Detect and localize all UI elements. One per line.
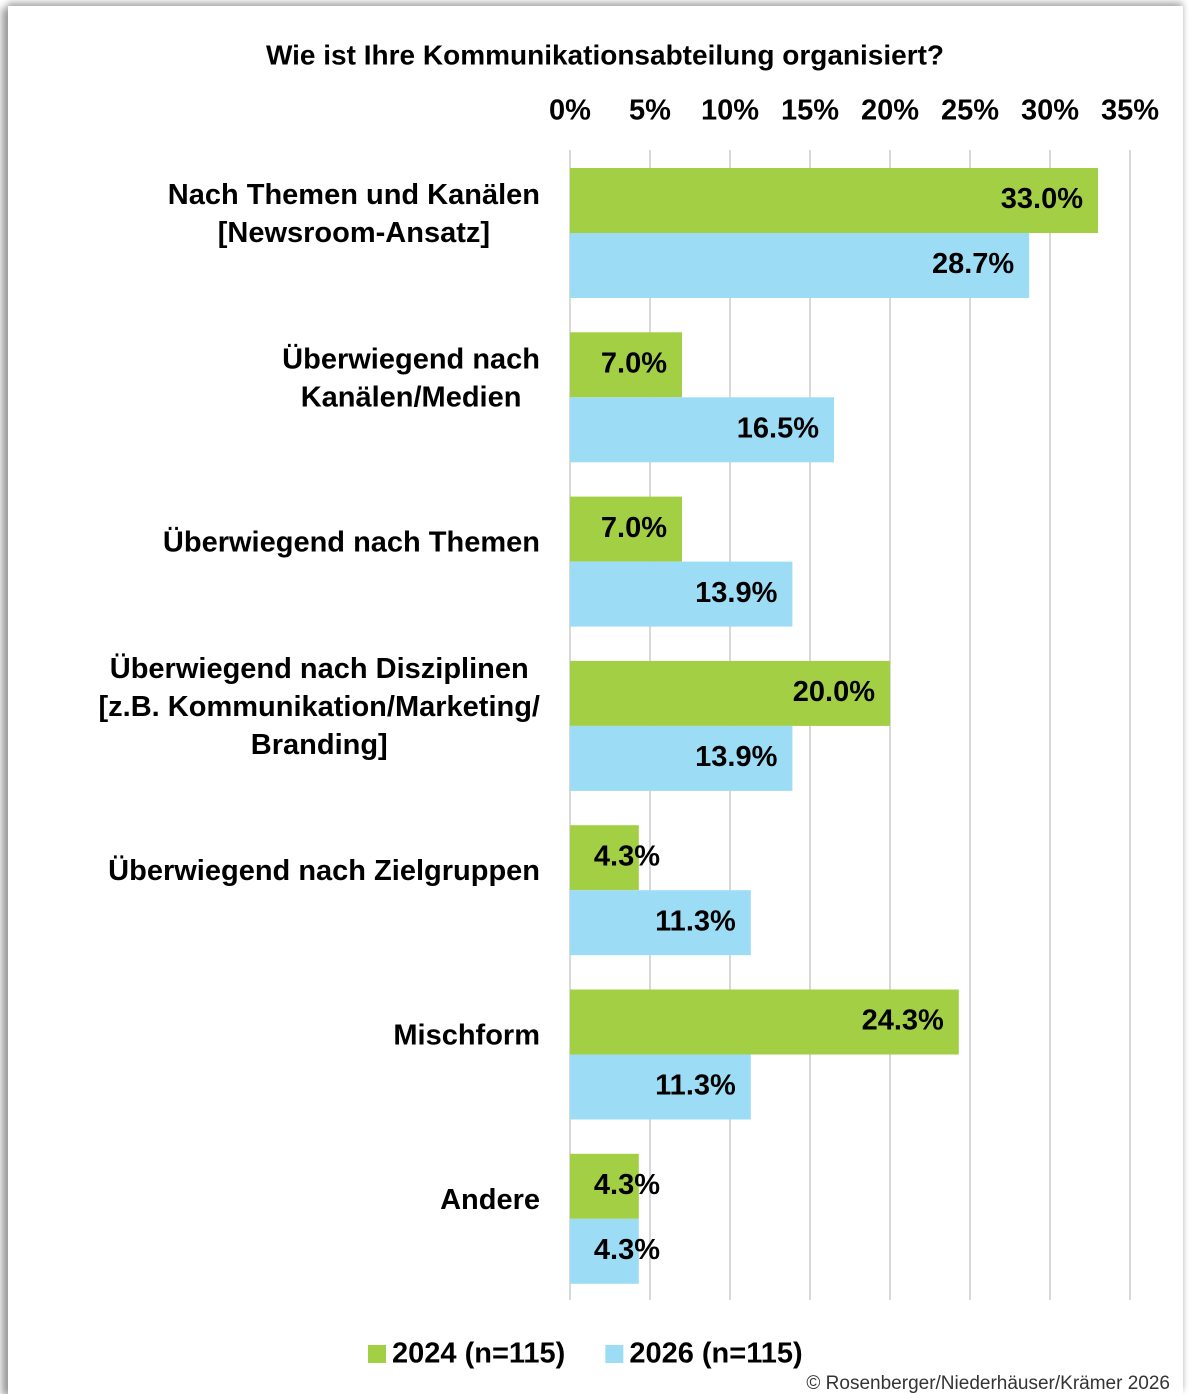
category-line: Kanälen/Medien: [301, 381, 522, 413]
bar: [570, 1218, 639, 1284]
value-label: 24.3%: [862, 1005, 944, 1037]
bar: [570, 561, 793, 627]
bar: [570, 660, 890, 726]
x-tick-label: 30%: [1021, 95, 1079, 127]
bar: [570, 168, 1098, 233]
x-tick-label: 25%: [941, 95, 999, 127]
category-label: Überwiegend nach Themen: [163, 525, 540, 558]
category-label: Andere: [440, 1183, 540, 1215]
x-tick-label: 35%: [1101, 95, 1159, 127]
category-label: Überwiegend nach Disziplinen [z.B. Kommun…: [99, 652, 540, 761]
category-label: Überwiegend nach Kanälen/Medien: [282, 342, 540, 413]
category-line: [Newsroom-Ansatz]: [218, 217, 490, 249]
bar: [570, 1153, 639, 1219]
category-line: Branding]: [251, 729, 388, 761]
value-label: 4.3%: [594, 1234, 660, 1266]
x-tick-label: 5%: [629, 95, 671, 127]
legend-label: 2024 (n=115): [392, 1338, 565, 1370]
category-label: Mischform: [393, 1019, 540, 1051]
category-line: Nach Themen und Kanälen: [168, 179, 540, 211]
bar: [570, 1054, 751, 1120]
category-label: Überwiegend nach Zielgruppen: [108, 854, 540, 887]
x-tick-label: 15%: [781, 95, 839, 127]
category-line: [z.B. Kommunikation/Marketing/: [99, 691, 540, 723]
value-label: 11.3%: [655, 1070, 736, 1102]
source: © Rosenberger/Niederhäuser/Krämer 2026: [806, 1373, 1170, 1394]
value-label: 13.9%: [695, 577, 777, 609]
bar: [570, 496, 682, 562]
bar: [570, 725, 793, 791]
value-label: 13.9%: [695, 741, 777, 773]
value-label: 11.3%: [655, 905, 736, 937]
legend-swatch: [368, 1345, 386, 1363]
category-label: Nach Themen und Kanälen [Newsroom-Ansatz]: [168, 179, 540, 249]
bar: [570, 825, 639, 891]
x-tick-label: 10%: [701, 95, 759, 127]
value-label: 33.0%: [1001, 183, 1083, 215]
value-label: 7.0%: [601, 347, 667, 379]
legend-swatch: [605, 1345, 624, 1363]
bar: [570, 233, 1030, 298]
value-label: 7.0%: [601, 512, 667, 544]
category-line: Überwiegend nach Themen: [163, 525, 540, 558]
x-tick-label: 0%: [549, 95, 591, 127]
bar: [570, 397, 834, 463]
category-line: Überwiegend nach Zielgruppen: [108, 854, 540, 887]
bar: [570, 332, 682, 398]
category-line: Mischform: [393, 1019, 540, 1051]
category-line: Überwiegend nach Disziplinen: [110, 652, 529, 685]
value-label: 16.5%: [737, 412, 819, 444]
category-line: Überwiegend nach: [282, 342, 540, 375]
value-label: 4.3%: [594, 840, 660, 872]
bar: [570, 989, 959, 1055]
legend-label: 2026 (n=115): [629, 1338, 802, 1370]
bar: [570, 890, 751, 956]
chart-title: Wie ist Ihre Kommunikationsabteilung org…: [266, 39, 944, 70]
value-label: 20.0%: [793, 676, 875, 708]
category-line: Andere: [440, 1183, 540, 1215]
value-label: 28.7%: [932, 248, 1014, 280]
value-label: 4.3%: [594, 1169, 660, 1201]
x-tick-label: 20%: [861, 95, 919, 127]
